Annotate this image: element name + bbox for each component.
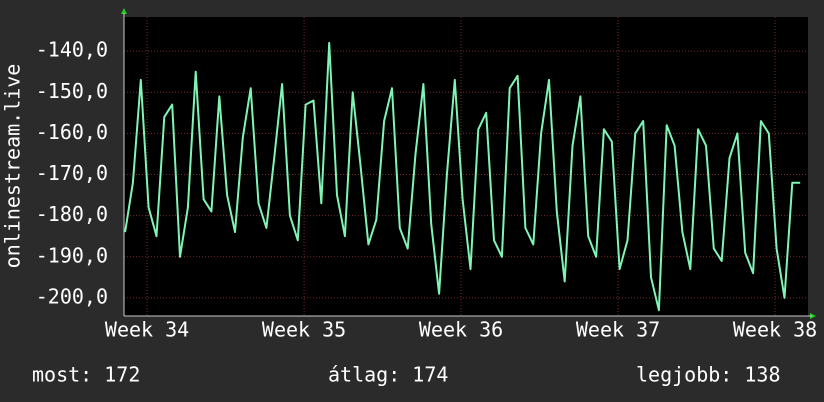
- y-tick-label: -180,0: [36, 202, 108, 226]
- x-tick-label: Week 38: [733, 318, 817, 342]
- x-arrow: [810, 313, 816, 319]
- x-tick-label: Week 37: [576, 318, 660, 342]
- x-tick-label: Week 36: [419, 318, 503, 342]
- y-tick-label: -170,0: [36, 161, 108, 185]
- y-tick-label: -190,0: [36, 243, 108, 267]
- y-tick-label: -140,0: [36, 38, 108, 62]
- y-arrow: [121, 8, 127, 14]
- x-tick-label: Week 35: [262, 318, 346, 342]
- footer-average: átlag: 174: [328, 363, 448, 387]
- footer-best: legjobb: 138: [636, 363, 781, 387]
- y-axis-label: onlinestream.live: [1, 64, 25, 269]
- plot-area: [124, 17, 808, 316]
- footer-current: most: 172: [32, 363, 140, 387]
- y-tick-label: -160,0: [36, 120, 108, 144]
- y-tick-label: -150,0: [36, 79, 108, 103]
- data-line: [124, 41, 801, 312]
- x-tick-label: Week 34: [105, 318, 189, 342]
- y-tick-label: -200,0: [36, 284, 108, 308]
